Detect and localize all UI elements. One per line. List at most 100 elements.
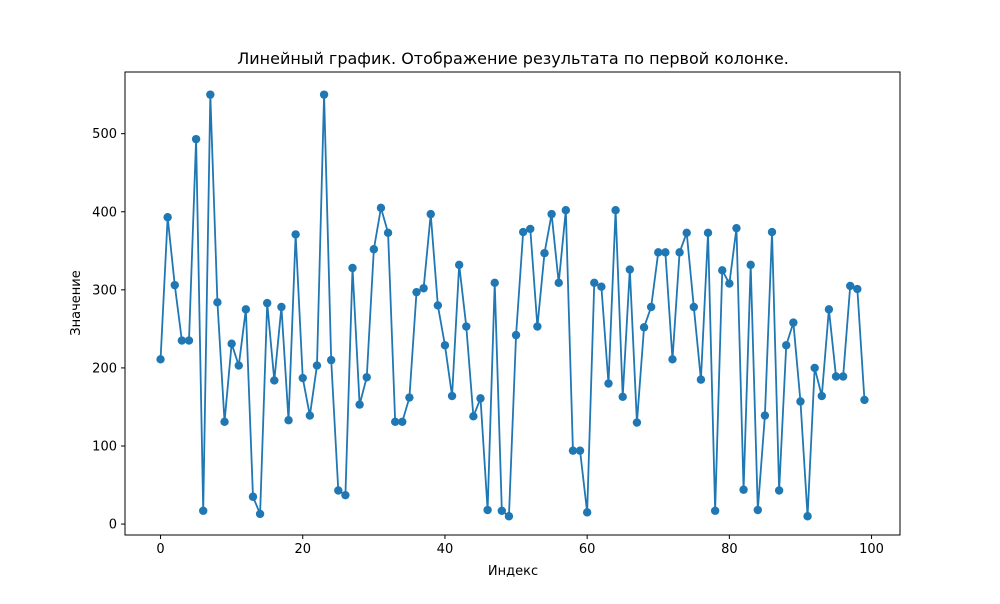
data-point xyxy=(504,512,514,521)
data-point xyxy=(561,206,571,215)
data-point xyxy=(177,336,187,345)
data-point xyxy=(476,394,485,403)
data-point xyxy=(383,228,393,238)
data-point xyxy=(412,287,421,297)
data-point xyxy=(597,282,606,291)
axis-ticks: 0 20 40 60 80 100 0 100 200 300 400 500 xyxy=(92,127,884,557)
data-point xyxy=(348,263,357,273)
data-point xyxy=(618,392,627,401)
data-point xyxy=(220,417,229,426)
data-point xyxy=(789,318,798,327)
data-point xyxy=(511,330,521,340)
data-point xyxy=(846,281,855,291)
data-point xyxy=(838,372,848,381)
data-point xyxy=(376,203,386,213)
data-point xyxy=(710,506,720,515)
data-point xyxy=(725,279,734,288)
y-tick-label: 200 xyxy=(92,361,117,376)
data-point xyxy=(668,355,677,364)
data-point xyxy=(696,375,706,384)
data-point xyxy=(767,227,777,237)
data-point xyxy=(312,361,322,370)
data-point xyxy=(426,209,435,219)
data-point xyxy=(341,490,350,500)
data-point xyxy=(483,505,492,515)
data-point xyxy=(753,505,762,515)
x-axis-label: Индекс xyxy=(488,564,538,579)
data-point xyxy=(433,301,443,310)
data-point xyxy=(547,209,556,219)
data-point xyxy=(156,355,165,364)
data-point xyxy=(575,446,585,455)
data-point xyxy=(803,512,812,521)
data-point xyxy=(853,284,862,294)
data-point xyxy=(497,506,507,515)
data-point xyxy=(639,323,649,332)
data-point xyxy=(255,509,265,519)
y-tick-label: 0 xyxy=(109,518,117,533)
data-point xyxy=(661,248,670,257)
data-point xyxy=(817,391,826,401)
data-point xyxy=(646,302,656,312)
data-point xyxy=(369,245,379,254)
data-point xyxy=(191,134,201,144)
data-point xyxy=(305,411,315,420)
x-tick-label: 0 xyxy=(156,542,164,557)
data-point xyxy=(533,322,542,331)
data-point xyxy=(419,284,428,293)
data-point xyxy=(227,339,236,348)
series-line xyxy=(159,93,866,518)
data-point xyxy=(632,418,642,427)
data-point xyxy=(326,355,336,365)
data-point xyxy=(284,416,293,425)
data-point xyxy=(248,492,258,501)
data-point xyxy=(625,265,635,274)
data-point xyxy=(398,417,407,426)
data-point xyxy=(554,278,563,288)
data-point xyxy=(462,322,471,331)
chart-title: Линейный график. Отображение результата … xyxy=(237,49,789,68)
data-point xyxy=(263,298,272,308)
data-point xyxy=(206,90,215,99)
data-point xyxy=(675,248,684,257)
data-point xyxy=(291,230,300,239)
y-tick-label: 100 xyxy=(92,439,117,454)
data-point xyxy=(184,336,194,345)
data-point xyxy=(334,486,343,495)
data-point xyxy=(739,485,748,494)
data-point xyxy=(469,412,478,421)
data-point xyxy=(241,305,251,314)
x-tick-label: 40 xyxy=(437,542,454,557)
data-point xyxy=(440,341,450,350)
data-point xyxy=(234,361,243,370)
data-point xyxy=(163,213,172,222)
data-point xyxy=(703,228,713,238)
data-point xyxy=(831,372,841,381)
data-point xyxy=(447,391,457,401)
x-tick-label: 100 xyxy=(859,542,884,557)
data-point xyxy=(319,90,329,99)
data-point xyxy=(824,305,834,314)
data-point xyxy=(860,395,869,405)
x-tick-label: 60 xyxy=(579,542,596,557)
data-point xyxy=(298,373,307,383)
plot-area-frame xyxy=(124,71,901,536)
data-series xyxy=(156,90,869,521)
data-point xyxy=(689,302,699,312)
data-point xyxy=(782,341,791,350)
data-point xyxy=(390,417,400,426)
data-point xyxy=(526,224,535,234)
data-point xyxy=(760,411,770,420)
data-point xyxy=(405,393,414,402)
y-tick-label: 300 xyxy=(92,283,117,298)
y-tick-label: 500 xyxy=(92,127,117,142)
data-point xyxy=(810,363,819,373)
data-point xyxy=(199,506,208,515)
data-point xyxy=(654,248,663,257)
data-point xyxy=(540,248,549,258)
data-point xyxy=(270,376,279,385)
data-point xyxy=(568,446,578,455)
data-point xyxy=(796,397,805,406)
